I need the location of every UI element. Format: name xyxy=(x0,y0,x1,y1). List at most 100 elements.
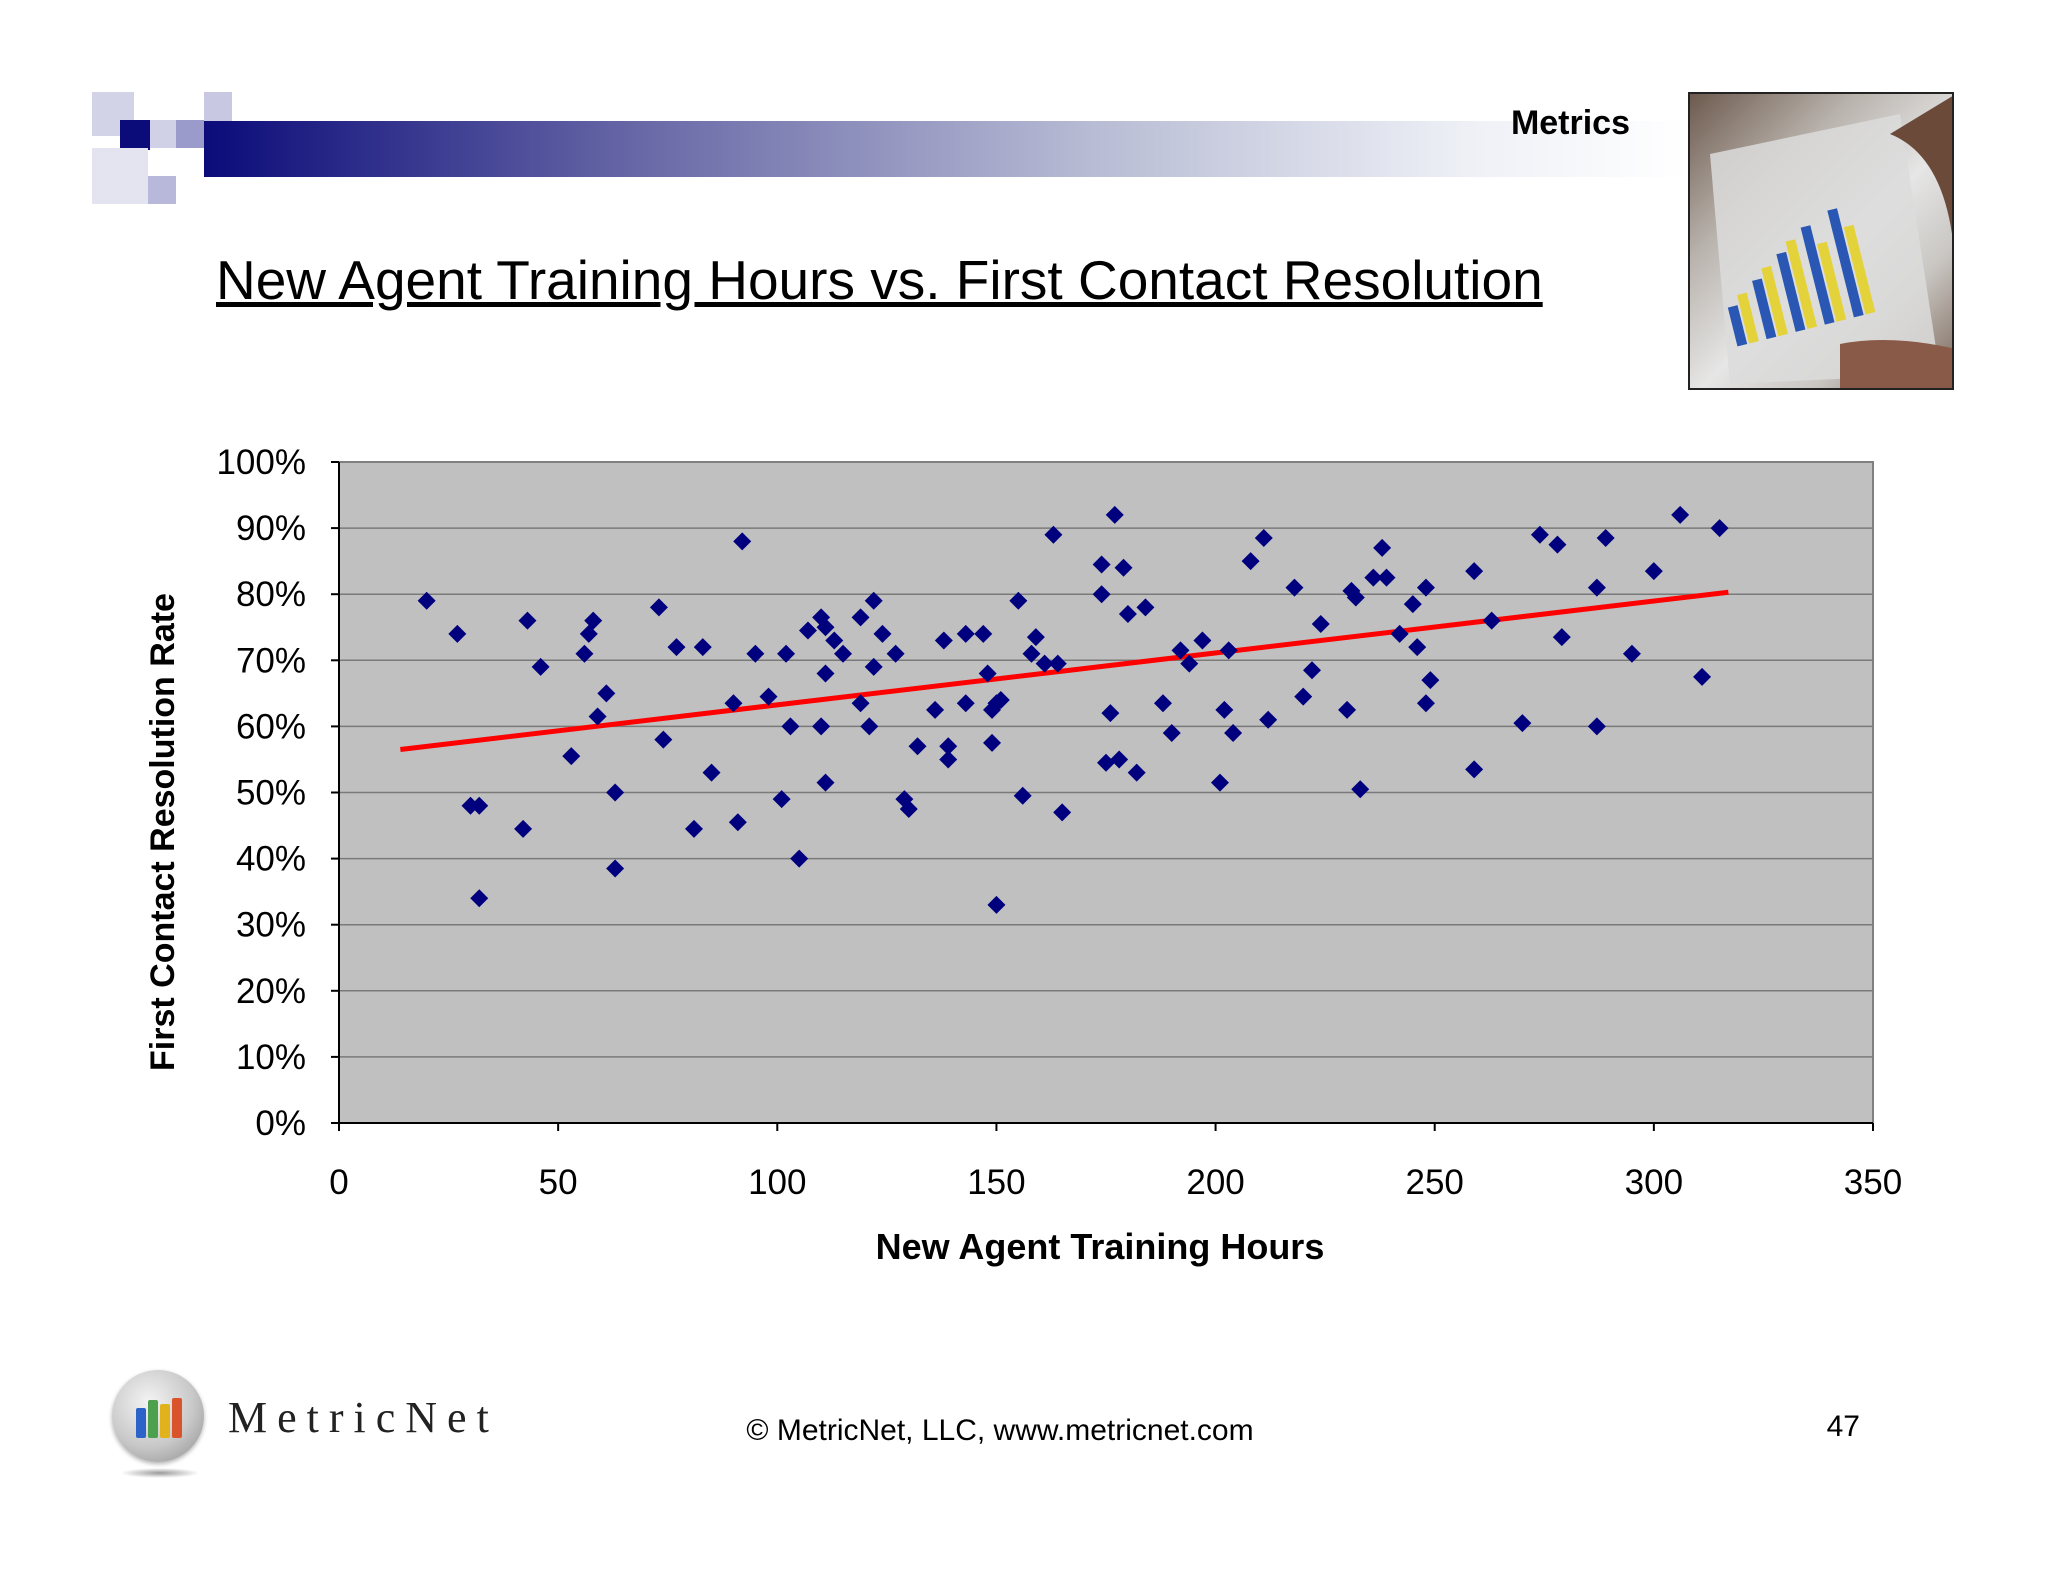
report-photo-drawing xyxy=(1710,96,1952,388)
data-point xyxy=(851,694,870,713)
data-point xyxy=(1622,644,1641,663)
data-points xyxy=(417,505,1729,914)
data-point xyxy=(1338,700,1357,719)
y-tick-label: 80% xyxy=(236,575,306,614)
data-point xyxy=(1403,595,1422,614)
y-tick-label: 60% xyxy=(236,707,306,746)
data-point xyxy=(834,644,853,663)
section-label: Metrics xyxy=(1510,104,1630,142)
data-point xyxy=(448,624,467,643)
data-point xyxy=(939,737,958,756)
data-point xyxy=(584,611,603,630)
data-point xyxy=(851,608,870,627)
data-point xyxy=(790,849,809,868)
x-tick-label: 150 xyxy=(967,1163,1025,1202)
data-point xyxy=(1092,585,1111,604)
data-point xyxy=(733,532,752,551)
data-point xyxy=(1530,525,1549,544)
brand-name: MetricNet xyxy=(228,1393,499,1442)
data-point xyxy=(987,895,1006,914)
y-tick-label: 50% xyxy=(236,774,306,813)
data-point xyxy=(1254,529,1273,548)
data-point xyxy=(777,644,796,663)
data-point xyxy=(798,621,817,640)
data-point xyxy=(899,800,918,819)
data-point xyxy=(685,819,704,838)
data-point xyxy=(772,790,791,809)
data-point xyxy=(470,796,489,815)
data-point xyxy=(812,717,831,736)
data-point xyxy=(1114,558,1133,577)
data-point xyxy=(1390,624,1409,643)
data-point xyxy=(693,638,712,657)
data-point xyxy=(1026,628,1045,647)
data-point xyxy=(1377,568,1396,587)
data-point xyxy=(1110,750,1129,769)
data-point xyxy=(562,747,581,766)
data-point xyxy=(1596,529,1615,548)
data-point xyxy=(1513,714,1532,733)
header-decor-square xyxy=(148,176,176,204)
y-tick-label: 70% xyxy=(236,641,306,680)
data-point xyxy=(1219,641,1238,660)
data-point xyxy=(1162,724,1181,743)
x-tick-label: 300 xyxy=(1625,1163,1683,1202)
data-point xyxy=(816,618,835,637)
data-point xyxy=(1153,694,1172,713)
data-point xyxy=(816,664,835,683)
report-photo-image xyxy=(1688,92,1954,390)
data-point xyxy=(1105,505,1124,524)
data-point xyxy=(702,763,721,782)
page-number: 47 xyxy=(1826,1410,1860,1443)
data-point xyxy=(873,624,892,643)
data-point xyxy=(1285,578,1304,597)
data-point xyxy=(1171,641,1190,660)
data-point xyxy=(1416,578,1435,597)
data-point xyxy=(1136,598,1155,617)
header-gradient-bar xyxy=(204,121,1688,177)
data-point xyxy=(1101,704,1120,723)
data-point xyxy=(1013,786,1032,805)
x-tick-label: 100 xyxy=(748,1163,806,1202)
y-tick-label: 100% xyxy=(216,443,306,482)
data-point xyxy=(531,657,550,676)
data-point xyxy=(1693,667,1712,686)
x-axis-label: New Agent Training Hours xyxy=(875,1226,1325,1267)
data-point xyxy=(956,694,975,713)
data-point xyxy=(864,657,883,676)
data-point xyxy=(1044,525,1063,544)
data-point xyxy=(1210,773,1229,792)
data-point xyxy=(1710,519,1729,538)
data-point xyxy=(1351,780,1370,799)
data-point xyxy=(1127,763,1146,782)
data-point xyxy=(1053,803,1072,822)
data-point xyxy=(816,773,835,792)
data-point xyxy=(1311,614,1330,633)
data-point xyxy=(417,591,436,610)
data-point xyxy=(1193,631,1212,650)
data-point xyxy=(1548,535,1567,554)
data-point xyxy=(597,684,616,703)
x-tick-label: 250 xyxy=(1406,1163,1464,1202)
data-point xyxy=(864,591,883,610)
data-point xyxy=(667,638,686,657)
data-point xyxy=(1587,578,1606,597)
y-axis-label: First Contact Resolution Rate xyxy=(144,593,182,1071)
data-point xyxy=(908,737,927,756)
y-tick-label: 20% xyxy=(236,972,306,1011)
data-point xyxy=(728,813,747,832)
header-decor-square xyxy=(176,120,204,148)
y-tick-label: 90% xyxy=(236,509,306,548)
x-tick-labels: 0 50 100 150 200 250 300 350 xyxy=(329,1163,1902,1202)
slide-title: New Agent Training Hours vs. First Conta… xyxy=(216,249,1543,311)
x-tick-label: 200 xyxy=(1186,1163,1244,1202)
header-decor-square xyxy=(120,120,150,150)
data-point xyxy=(1346,588,1365,607)
data-point xyxy=(1224,724,1243,743)
data-point xyxy=(654,730,673,749)
data-point xyxy=(724,694,743,713)
data-point xyxy=(1587,717,1606,736)
trendline-group xyxy=(400,589,1729,753)
data-point xyxy=(588,707,607,726)
